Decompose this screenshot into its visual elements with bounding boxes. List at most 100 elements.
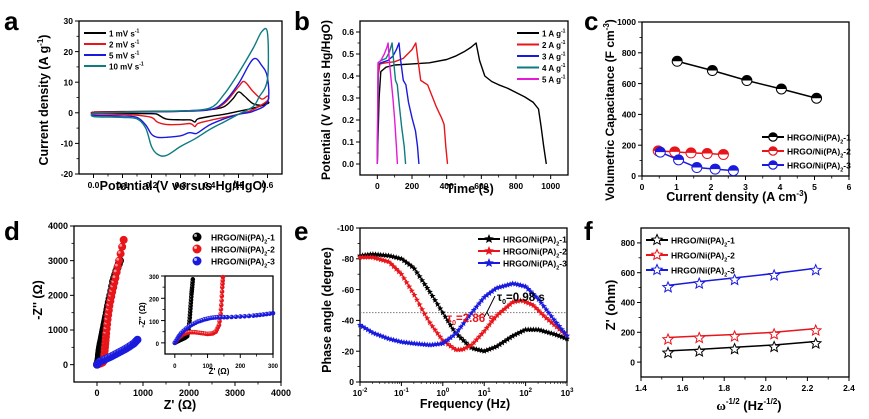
- data-marker: [473, 303, 480, 310]
- data-marker: [488, 345, 495, 351]
- x-tick-label: 400: [440, 181, 454, 191]
- data-marker: [406, 283, 413, 290]
- data-point-highlight: [113, 269, 117, 273]
- data-marker: [400, 275, 407, 281]
- data-marker: [426, 341, 433, 348]
- legend-item: HRGO/Ni(PA)2-3: [646, 263, 735, 278]
- data-marker: [403, 279, 410, 286]
- data-point-highlight: [195, 330, 197, 333]
- series-line-1: [668, 340, 816, 352]
- data-marker: [367, 251, 374, 257]
- data-marker: [527, 288, 534, 295]
- y-tick-label: 3000: [48, 256, 68, 266]
- data-marker: [491, 344, 498, 350]
- data-point-highlight: [219, 312, 221, 314]
- data-point: [118, 242, 127, 251]
- legend-marker-highlight: [194, 258, 197, 261]
- data-marker: [452, 330, 459, 337]
- data-marker: [532, 293, 539, 300]
- legend-marker: [192, 256, 202, 266]
- data-marker: [491, 286, 498, 293]
- legend-item: HRGO/Ni(PA)2-2: [478, 246, 567, 259]
- legend-marker-fill: [768, 160, 778, 165]
- data-marker: [556, 323, 563, 329]
- data-point-highlight: [211, 316, 214, 318]
- series-line-1: [90, 91, 270, 123]
- data-marker: [432, 297, 439, 303]
- panel-f-warburg-chart: 1.4 1.6 1.8 2.0 2.2 2.4 0 200 400 600 800 HRGO/Ni(P…: [621, 227, 855, 393]
- x-tick-label: 6: [847, 182, 852, 192]
- data-marker: [530, 291, 537, 297]
- data-marker: [468, 342, 475, 348]
- x-tick-label: 2.4: [843, 383, 855, 393]
- data-marker: [369, 329, 376, 336]
- data-marker: [444, 317, 451, 324]
- legend-item: HRGO/Ni(PA)2-3: [762, 160, 851, 173]
- data-marker: [504, 303, 511, 310]
- data-marker: [411, 265, 418, 272]
- x-tick-label: 0.0: [88, 180, 100, 190]
- data-marker: [551, 321, 558, 328]
- data-marker: [442, 313, 449, 320]
- panel-label-f: f: [584, 216, 593, 246]
- data-marker: [491, 315, 498, 321]
- x-tick-label: 200: [235, 364, 246, 370]
- data-marker: [455, 327, 462, 333]
- legend-label: 2 A g-1: [542, 40, 566, 50]
- data-marker: [494, 312, 501, 318]
- y-tick-label: -10: [61, 139, 74, 149]
- data-point-highlight: [201, 331, 204, 334]
- y-tick-label: 2000: [48, 291, 68, 301]
- data-marker: [483, 292, 490, 298]
- data-marker: [540, 328, 547, 334]
- data-point-highlight: [215, 315, 218, 318]
- data-marker: [408, 263, 415, 270]
- panel-label-d: d: [4, 216, 20, 246]
- data-point-highlight: [209, 316, 211, 318]
- legend-marker-highlight: [194, 234, 197, 237]
- data-marker: [437, 305, 444, 312]
- data-marker: [434, 330, 441, 336]
- data-marker: [543, 306, 550, 313]
- data-point-highlight: [219, 307, 221, 310]
- x-tick-label: 100: [203, 364, 214, 370]
- y-tick-label: 0: [630, 357, 635, 367]
- b-y-axis-title: Potential (V versus Hg/HgO): [319, 20, 333, 180]
- legend-label: HRGO/Ni(PA)2-3: [671, 265, 735, 278]
- data-point-highlight: [189, 323, 192, 326]
- data-point-fill: [685, 147, 696, 153]
- data-marker: [424, 315, 431, 321]
- legend-label: 3 A g-1: [542, 51, 566, 61]
- series-line-4: [90, 27, 270, 157]
- data-point-highlight: [198, 319, 200, 321]
- data-marker: [468, 344, 475, 351]
- legend-marker: [192, 244, 202, 254]
- data-point-highlight: [191, 322, 194, 324]
- y-tick-label: 0.5: [342, 49, 354, 59]
- data-marker: [429, 292, 436, 299]
- data-point: [133, 335, 142, 344]
- y-tick-label: 0: [349, 377, 354, 387]
- y-tick-label: 400: [621, 298, 635, 308]
- data-marker: [767, 340, 781, 353]
- e-y-axis-title: Phase angle (degree): [320, 247, 334, 373]
- data-point: [224, 314, 230, 320]
- data-marker: [476, 333, 483, 340]
- series-line-5: [376, 42, 399, 165]
- data-marker: [512, 298, 519, 305]
- data-marker: [545, 309, 552, 316]
- legend-marker-fill: [768, 132, 778, 137]
- y-tick-label: 800: [622, 48, 636, 58]
- x-tick-label: 102: [519, 388, 532, 398]
- data-point-highlight: [220, 294, 222, 297]
- legend-marker: [650, 233, 664, 246]
- data-point-highlight: [217, 323, 220, 326]
- x-tick-label: 2000: [179, 388, 199, 398]
- y-tick-label: 800: [621, 238, 635, 248]
- legend-label: 2 mV s-1: [109, 39, 139, 49]
- legend-item: 1 A g-1: [517, 28, 566, 38]
- data-marker: [809, 323, 823, 337]
- panel-e-bode-chart: 10-2 10-1 100 101 102 103 0 -20 -40 -60 -80 -100 HRG…: [337, 223, 574, 398]
- data-point-highlight: [197, 331, 199, 333]
- data-marker: [452, 346, 459, 353]
